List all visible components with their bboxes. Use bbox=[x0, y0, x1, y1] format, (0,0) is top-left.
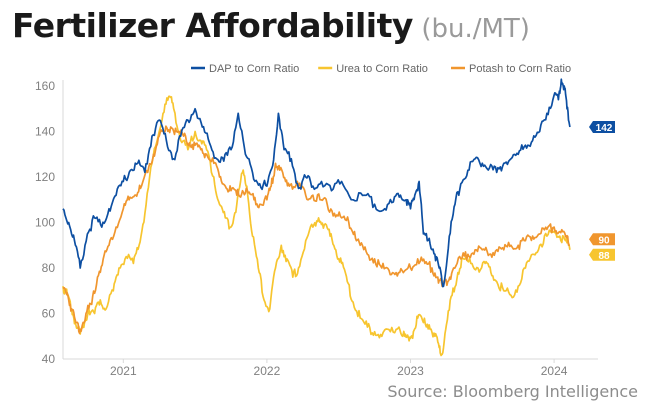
y-tick-label: 100 bbox=[35, 216, 55, 230]
legend-label: Urea to Corn Ratio bbox=[336, 63, 428, 75]
y-tick-label: 80 bbox=[42, 261, 56, 275]
chart-title: Fertilizer Affordability bbox=[12, 6, 413, 45]
x-tick-label: 2021 bbox=[110, 364, 137, 378]
x-tick-label: 2022 bbox=[254, 364, 281, 378]
x-tick-label: 2024 bbox=[541, 364, 568, 378]
end-label-text: 88 bbox=[598, 251, 610, 262]
y-tick-label: 60 bbox=[42, 307, 56, 321]
series-line-dap-to-corn-ratio bbox=[62, 78, 571, 288]
y-tick-label: 140 bbox=[35, 125, 55, 139]
end-label-urea-to-corn-ratio: 88 bbox=[589, 248, 615, 262]
legend-label: Potash to Corn Ratio bbox=[469, 63, 571, 75]
series-line-urea-to-corn-ratio bbox=[62, 95, 571, 357]
end-label-potash-to-corn-ratio: 90 bbox=[589, 233, 615, 246]
chart-unit: (bu./MT) bbox=[421, 14, 530, 44]
end-label-dap-to-corn-ratio: 142 bbox=[589, 120, 615, 134]
end-label-box bbox=[589, 233, 615, 246]
end-label-text: 90 bbox=[598, 235, 610, 246]
y-tick-label: 40 bbox=[42, 352, 56, 366]
end-label-box bbox=[589, 248, 615, 261]
chart-title-row: Fertilizer Affordability (bu./MT) bbox=[12, 6, 530, 45]
legend-label: DAP to Corn Ratio bbox=[209, 63, 299, 75]
y-tick-label: 120 bbox=[35, 170, 55, 184]
end-label-text: 142 bbox=[596, 123, 613, 134]
series-line-potash-to-corn-ratio bbox=[62, 125, 571, 335]
y-tick-label: 160 bbox=[35, 79, 55, 93]
x-tick-label: 2023 bbox=[397, 364, 424, 378]
end-label-box bbox=[589, 120, 615, 133]
source-note: Source: Bloomberg Intelligence bbox=[387, 382, 638, 401]
